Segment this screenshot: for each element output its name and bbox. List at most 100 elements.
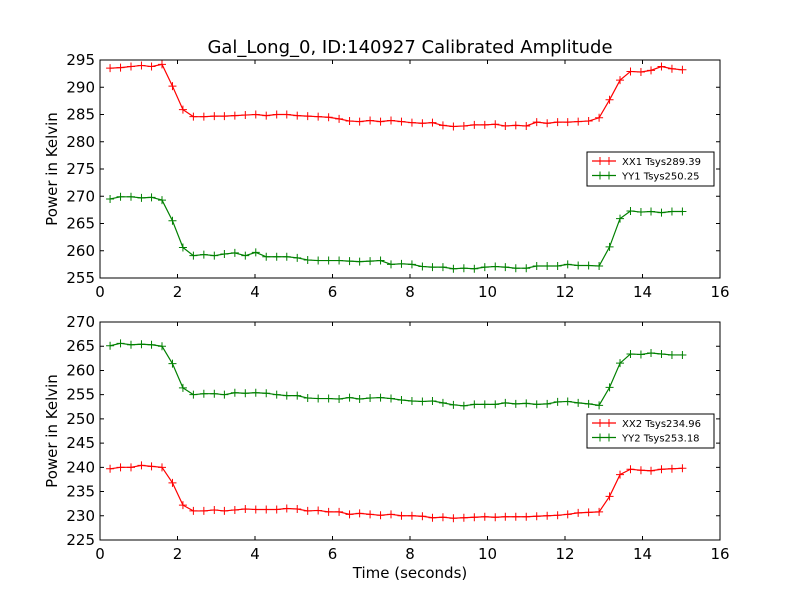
data-point-marker bbox=[366, 510, 375, 519]
data-point-marker bbox=[272, 252, 281, 261]
data-point-marker bbox=[397, 259, 406, 268]
data-point-marker bbox=[178, 383, 187, 392]
data-point-marker bbox=[553, 262, 562, 271]
y-tick-label: 275 bbox=[66, 160, 95, 178]
data-point-marker bbox=[230, 388, 239, 397]
data-point-marker bbox=[428, 118, 437, 127]
data-point-marker bbox=[563, 510, 572, 519]
data-point-marker bbox=[251, 110, 260, 119]
data-point-marker bbox=[491, 400, 500, 409]
data-point-marker bbox=[345, 510, 354, 519]
x-tick-label: 16 bbox=[710, 283, 729, 301]
data-point-marker bbox=[314, 256, 323, 265]
data-point-marker bbox=[189, 112, 198, 121]
data-point-marker bbox=[470, 400, 479, 409]
data-point-marker bbox=[314, 394, 323, 403]
data-point-marker bbox=[667, 64, 676, 73]
x-axis-label: Time (seconds) bbox=[352, 564, 468, 582]
data-point-marker bbox=[324, 394, 333, 403]
y-tick-label: 225 bbox=[66, 531, 95, 549]
data-point-marker bbox=[480, 400, 489, 409]
legend-entry: XX1 Tsys289.39 bbox=[622, 157, 701, 168]
data-point-marker bbox=[262, 505, 271, 514]
data-point-marker bbox=[459, 401, 468, 410]
data-point-marker bbox=[418, 512, 427, 521]
data-point-marker bbox=[543, 399, 552, 408]
data-point-marker bbox=[355, 257, 364, 266]
data-point-marker bbox=[199, 250, 208, 259]
data-point-marker bbox=[241, 504, 250, 513]
data-point-marker bbox=[501, 121, 510, 130]
data-point-marker bbox=[491, 120, 500, 129]
data-point-marker bbox=[282, 110, 291, 119]
data-point-marker bbox=[376, 256, 385, 265]
data-point-marker bbox=[605, 242, 614, 251]
data-point-marker bbox=[584, 117, 593, 126]
data-point-marker bbox=[667, 207, 676, 216]
x-tick-label: 14 bbox=[633, 545, 652, 563]
data-point-marker bbox=[376, 393, 385, 402]
data-point-marker bbox=[303, 112, 312, 121]
data-point-marker bbox=[553, 511, 562, 520]
data-point-marker bbox=[459, 264, 468, 273]
data-point-marker bbox=[407, 511, 416, 520]
data-point-marker bbox=[636, 466, 645, 475]
legend-entry: YY1 Tsys250.25 bbox=[621, 172, 700, 183]
data-point-marker bbox=[387, 394, 396, 403]
data-point-marker bbox=[189, 251, 198, 260]
data-point-marker bbox=[616, 76, 625, 85]
data-point-marker bbox=[501, 512, 510, 521]
data-point-marker bbox=[428, 513, 437, 522]
data-point-marker bbox=[345, 393, 354, 402]
data-point-marker bbox=[470, 120, 479, 129]
legend-frame bbox=[586, 151, 715, 187]
data-point-marker bbox=[605, 383, 614, 392]
data-point-marker bbox=[428, 396, 437, 405]
data-point-marker bbox=[282, 504, 291, 513]
data-point-marker bbox=[647, 207, 656, 216]
legend: XX1 Tsys289.39 YY1 Tsys250.25 bbox=[586, 151, 715, 187]
x-tick-label: 6 bbox=[328, 545, 338, 563]
data-point-marker bbox=[501, 263, 510, 272]
data-point-marker bbox=[387, 510, 396, 519]
data-point-marker bbox=[137, 61, 146, 70]
data-point-marker bbox=[189, 506, 198, 515]
data-point-marker bbox=[220, 390, 229, 399]
data-point-marker bbox=[251, 505, 260, 514]
x-tick-label: 2 bbox=[173, 545, 183, 563]
data-point-marker bbox=[158, 342, 166, 351]
data-point-marker bbox=[418, 397, 427, 406]
data-point-marker bbox=[366, 394, 375, 403]
data-point-marker bbox=[210, 389, 219, 398]
data-point-marker bbox=[335, 256, 344, 265]
data-point-marker bbox=[376, 117, 385, 126]
data-point-marker bbox=[438, 398, 447, 407]
data-point-marker bbox=[230, 111, 239, 120]
data-point-marker bbox=[574, 398, 583, 407]
data-point-marker bbox=[678, 207, 687, 216]
data-point-marker bbox=[480, 120, 489, 129]
data-point-marker bbox=[647, 466, 656, 475]
data-point-marker bbox=[605, 492, 614, 501]
data-point-marker bbox=[459, 121, 468, 130]
data-point-marker bbox=[293, 391, 302, 400]
data-point-marker bbox=[626, 67, 635, 76]
data-point-marker bbox=[491, 513, 500, 522]
data-point-marker bbox=[491, 262, 500, 271]
data-point-marker bbox=[303, 506, 312, 515]
data-point-marker bbox=[647, 66, 656, 75]
data-point-marker bbox=[626, 349, 635, 358]
legend-entry: YY2 Tsys253.18 bbox=[621, 434, 700, 445]
data-point-marker bbox=[335, 507, 344, 516]
data-point-marker bbox=[667, 350, 676, 359]
data-point-marker bbox=[376, 511, 385, 520]
y-tick-label: 280 bbox=[66, 133, 95, 151]
data-point-marker bbox=[522, 399, 531, 408]
data-point-marker bbox=[168, 478, 177, 487]
data-point-marker bbox=[574, 117, 583, 126]
data-point-marker bbox=[158, 463, 166, 472]
data-point-marker bbox=[511, 264, 520, 273]
x-tick-label: 16 bbox=[710, 545, 729, 563]
data-point-marker bbox=[345, 117, 354, 126]
